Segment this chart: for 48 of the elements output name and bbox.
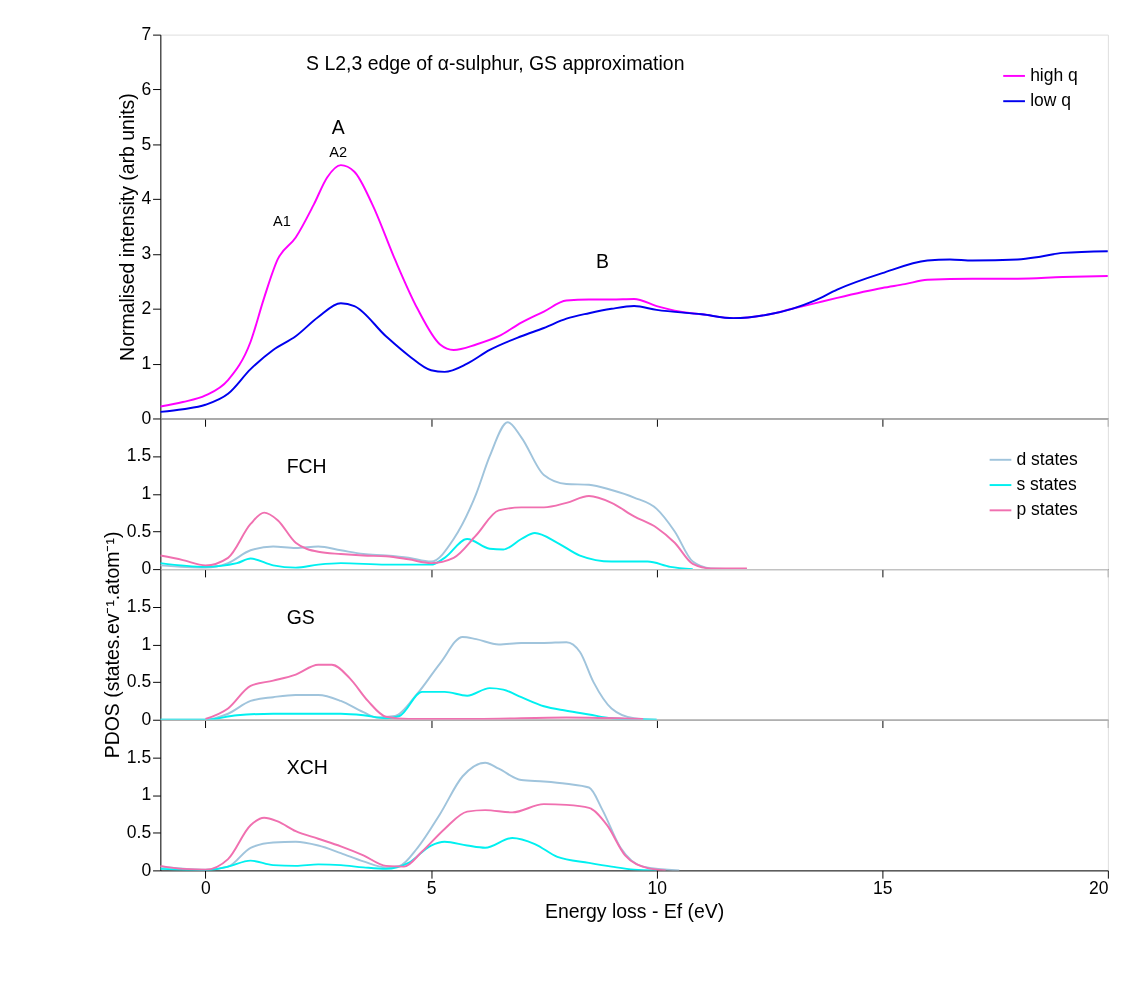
legend-label: d states bbox=[1016, 448, 1079, 469]
annotation: A2 bbox=[329, 144, 348, 161]
line-series bbox=[160, 532, 694, 570]
y-tick-label: 1 bbox=[141, 483, 152, 504]
text: XCH bbox=[286, 756, 328, 779]
y-tick-label: 0.5 bbox=[126, 671, 152, 692]
line-series bbox=[160, 495, 748, 570]
x-tick-label: 10 bbox=[647, 878, 668, 899]
x-tick-label: 20 bbox=[1088, 878, 1109, 899]
y-axis-title: Normalised intensity (arb units) bbox=[115, 93, 138, 361]
y-tick-label: 4 bbox=[141, 188, 152, 209]
y-tick-label: 5 bbox=[141, 133, 152, 154]
legend-label: low q bbox=[1030, 90, 1071, 111]
annotation: A bbox=[331, 115, 345, 138]
annotation: B bbox=[596, 249, 610, 272]
y-tick-label: 1 bbox=[141, 353, 152, 373]
line-series bbox=[160, 250, 1108, 413]
legend-label: s states bbox=[1016, 473, 1078, 494]
y-tick-label: 1 bbox=[141, 784, 152, 805]
line-series bbox=[160, 164, 1108, 408]
y-tick-label: 0 bbox=[141, 859, 152, 880]
line-series bbox=[204, 663, 645, 720]
y-tick-label: 2 bbox=[141, 298, 152, 319]
y-tick-label: 0.5 bbox=[126, 520, 152, 541]
y-tick-label: 0.5 bbox=[126, 822, 152, 843]
y-tick-label: 6 bbox=[141, 78, 152, 99]
x-tick-label: 15 bbox=[873, 878, 893, 899]
legend-label: p states bbox=[1016, 499, 1079, 520]
y-tick-label: 1.5 bbox=[126, 746, 152, 767]
x-tick-label: 5 bbox=[426, 878, 437, 899]
annotation: A1 bbox=[272, 213, 291, 230]
y-axis-title: PDOS (states.ev⁻¹.atom⁻¹) bbox=[101, 531, 124, 759]
x-tick-label: 0 bbox=[201, 878, 212, 899]
x-axis-title: Energy loss - Ef (eV) bbox=[545, 899, 725, 922]
y-tick-label: 1 bbox=[141, 633, 152, 654]
y-tick-label: 7 bbox=[141, 23, 152, 44]
text: GS bbox=[286, 605, 315, 628]
y-tick-label: 0 bbox=[141, 558, 152, 579]
text: S L2,3 edge of α-sulphur, GS approximation bbox=[306, 51, 685, 74]
y-tick-label: 3 bbox=[141, 243, 152, 264]
text: FCH bbox=[286, 454, 327, 477]
y-tick-label: 0 bbox=[141, 407, 152, 428]
legend-label: high q bbox=[1030, 64, 1078, 85]
y-tick-label: 1.5 bbox=[126, 596, 152, 617]
line-series bbox=[160, 803, 667, 871]
line-series bbox=[160, 761, 681, 871]
y-tick-label: 0 bbox=[141, 709, 152, 730]
y-tick-label: 1.5 bbox=[126, 445, 152, 466]
